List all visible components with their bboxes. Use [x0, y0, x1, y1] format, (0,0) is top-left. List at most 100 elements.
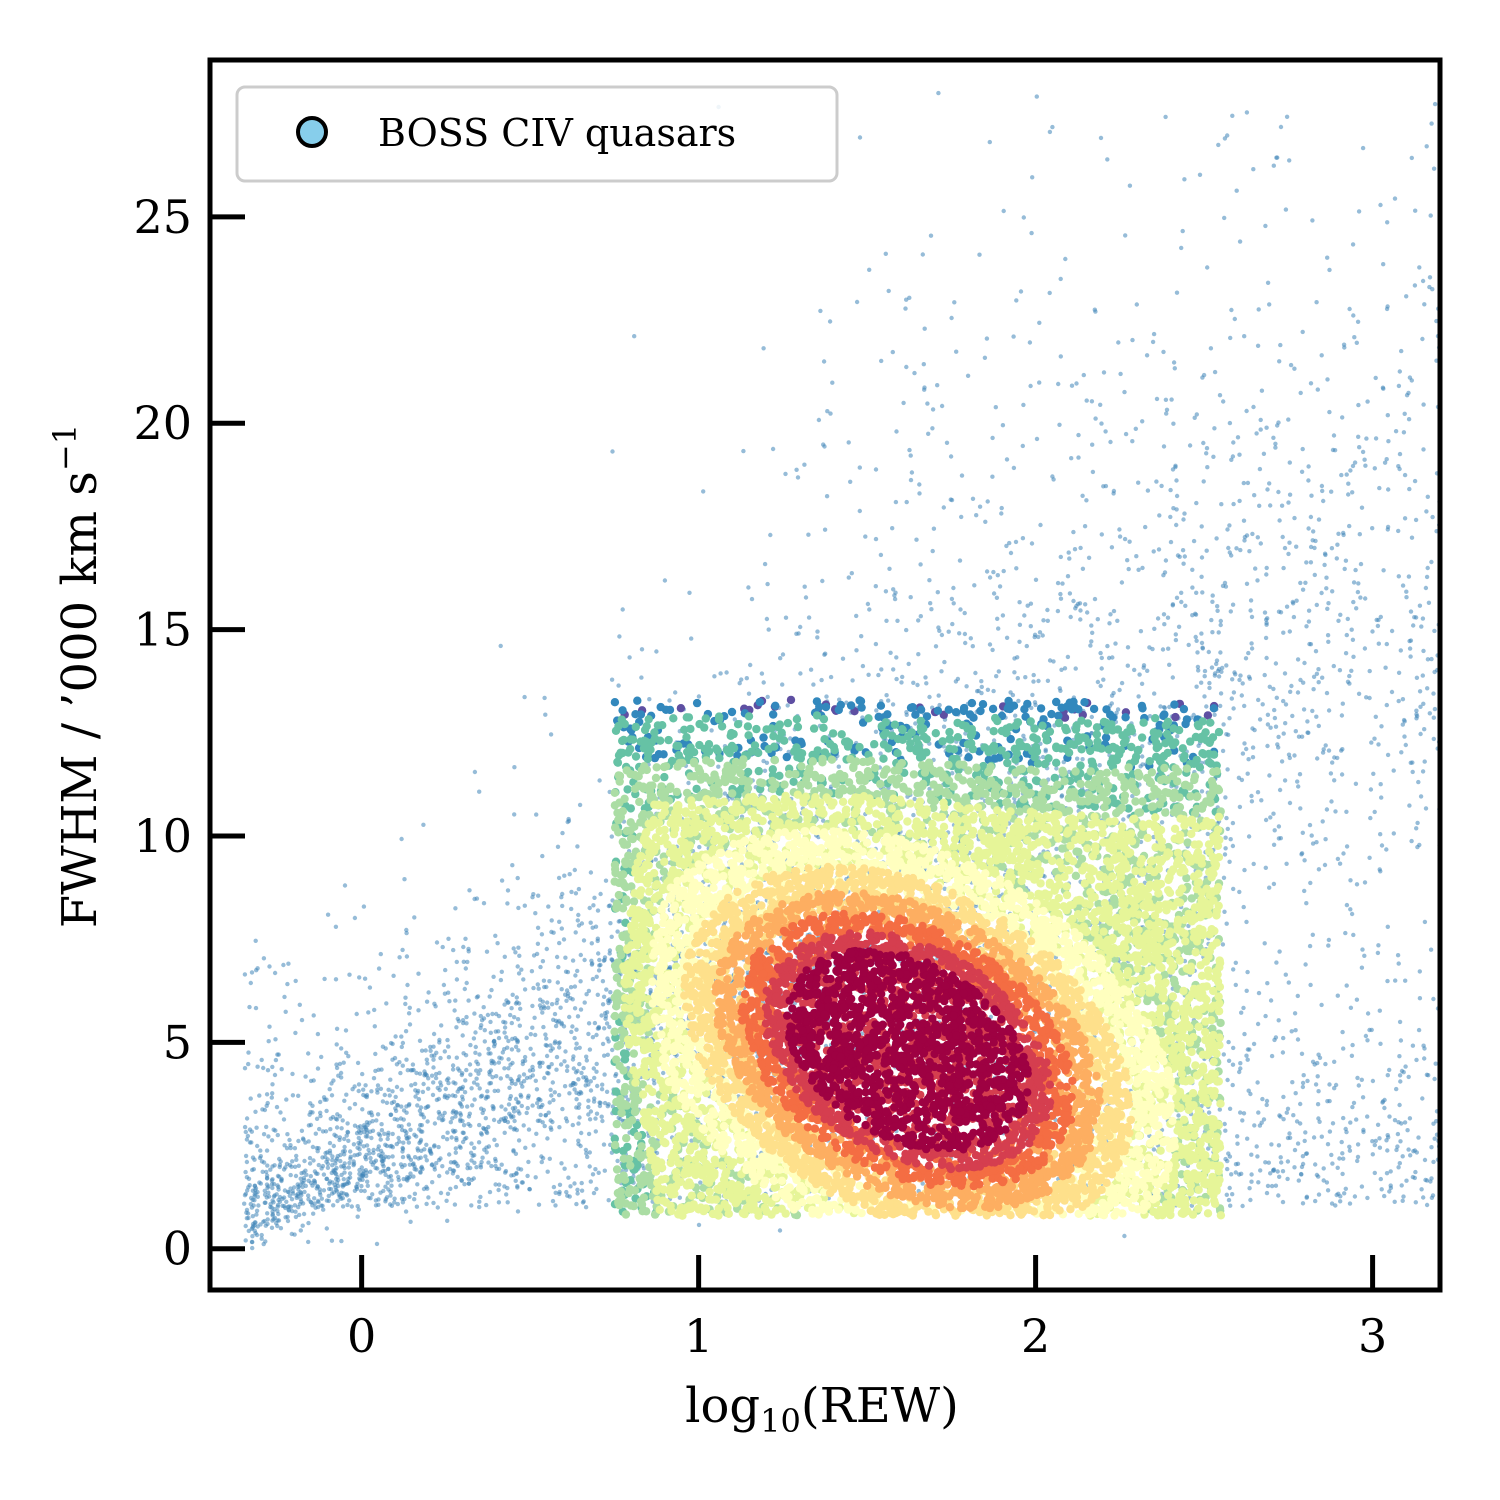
- data-point: [1264, 572, 1269, 577]
- data-point: [1224, 815, 1229, 821]
- data-point: [900, 674, 905, 680]
- data-point: [243, 1129, 248, 1135]
- data-point: [516, 1138, 522, 1143]
- data-point: [1204, 451, 1209, 456]
- data-point: [443, 1086, 448, 1092]
- data-point: [310, 1144, 316, 1150]
- data-point: [1319, 483, 1325, 489]
- data-point: [985, 499, 990, 504]
- data-point: [915, 682, 920, 688]
- data-point: [1235, 1141, 1240, 1146]
- data-point: [1190, 613, 1195, 618]
- data-point: [1401, 717, 1407, 723]
- data-point: [1265, 487, 1270, 492]
- data-point: [1018, 289, 1024, 294]
- data-point: [584, 1078, 589, 1084]
- data-point: [602, 1168, 607, 1173]
- data-point: [1263, 865, 1269, 870]
- data-point: [443, 967, 448, 973]
- data-point: [1306, 526, 1311, 531]
- data-point: [250, 1225, 255, 1230]
- data-point: [322, 1097, 327, 1102]
- data-point: [418, 1105, 424, 1110]
- data-point: [388, 1193, 393, 1198]
- data-point: [281, 1117, 287, 1122]
- data-point: [1238, 1061, 1243, 1066]
- data-point: [1311, 529, 1316, 534]
- data-point: [1021, 215, 1026, 220]
- data-point: [520, 1084, 525, 1089]
- data-point: [1116, 340, 1121, 345]
- data-point: [321, 1172, 327, 1177]
- data-point: [489, 987, 494, 993]
- data-point: [1420, 336, 1425, 342]
- data-point: [908, 453, 913, 458]
- data-point: [1395, 953, 1401, 958]
- data-point: [1290, 713, 1295, 719]
- data-point: [1406, 1147, 1411, 1152]
- data-point: [423, 1071, 428, 1077]
- data-point: [453, 1081, 458, 1086]
- data-point: [1244, 746, 1249, 752]
- data-point: [505, 888, 511, 893]
- data-point: [1407, 1116, 1413, 1121]
- data-point: [1337, 861, 1343, 866]
- data-point: [587, 1047, 593, 1052]
- data-point: [544, 946, 549, 952]
- data-point: [1037, 380, 1042, 385]
- data-point: [547, 979, 552, 984]
- data-point: [616, 1079, 621, 1084]
- data-point: [610, 1047, 615, 1053]
- data-point: [601, 1142, 607, 1147]
- data-point: [696, 694, 702, 699]
- data-point: [477, 1086, 482, 1091]
- data-point: [359, 1183, 364, 1189]
- data-point: [798, 671, 803, 676]
- data-point: [1235, 435, 1241, 440]
- data-point: [254, 968, 259, 973]
- data-point: [1230, 820, 1236, 826]
- data-point: [277, 1156, 282, 1162]
- data-point: [1365, 1114, 1370, 1119]
- data-point: [282, 1143, 287, 1148]
- data-point: [1171, 421, 1176, 426]
- data-point: [383, 1184, 388, 1189]
- data-point: [509, 1006, 514, 1011]
- data-point: [300, 1136, 306, 1141]
- data-point: [1221, 722, 1226, 727]
- data-point: [316, 1146, 321, 1151]
- data-point: [1179, 245, 1184, 251]
- data-point: [1377, 1145, 1383, 1150]
- data-point: [529, 969, 535, 974]
- data-point: [327, 1087, 332, 1092]
- data-point: [1067, 556, 1072, 561]
- data-point: [1255, 535, 1261, 540]
- data-point: [1267, 885, 1272, 890]
- data-point: [265, 1211, 270, 1216]
- data-point: [249, 970, 255, 975]
- data-point: [596, 968, 602, 973]
- data-point: [1071, 529, 1076, 535]
- data-point: [243, 1169, 248, 1175]
- data-point: [954, 349, 959, 354]
- data-point: [1401, 1194, 1406, 1199]
- data-point: [406, 1011, 412, 1016]
- data-point: [1250, 531, 1255, 537]
- data-point: [1253, 566, 1258, 571]
- data-point: [949, 596, 955, 602]
- data-point: [1326, 601, 1331, 606]
- data-point: [1272, 1037, 1277, 1043]
- data-point: [990, 435, 995, 441]
- data-point: [556, 1041, 561, 1046]
- data-point: [1109, 701, 1115, 706]
- data-point: [367, 1151, 372, 1156]
- data-point: [548, 732, 554, 737]
- data-point: [1280, 534, 1285, 540]
- data-point: [399, 1087, 404, 1092]
- data-point: [555, 1020, 560, 1025]
- data-point: [1292, 753, 1297, 758]
- data-point: [1287, 492, 1293, 497]
- data-point: [577, 1061, 582, 1067]
- data-point: [1351, 580, 1357, 585]
- data-point: [1231, 501, 1236, 507]
